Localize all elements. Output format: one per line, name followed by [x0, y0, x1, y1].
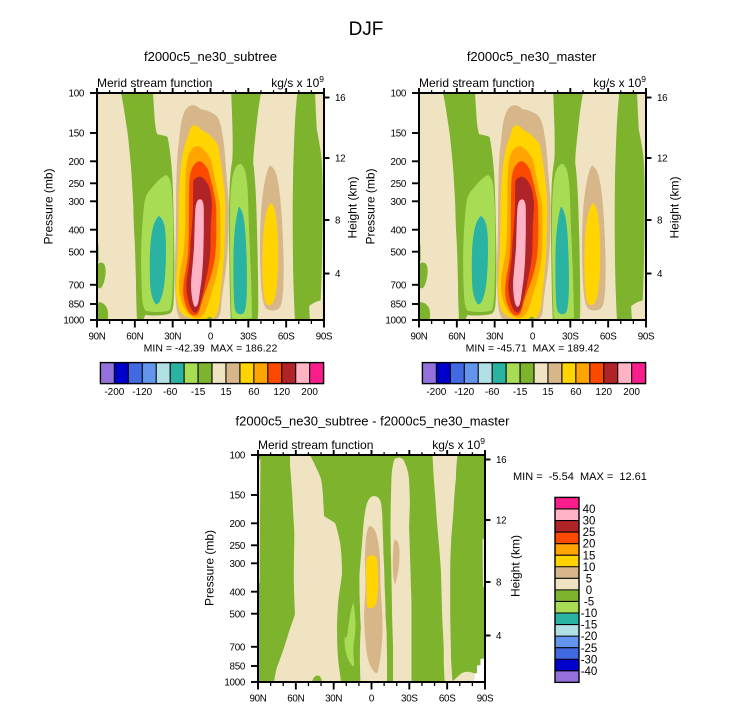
- svg-text:5: 5: [586, 573, 592, 585]
- svg-text:20: 20: [583, 539, 596, 551]
- svg-text:MIN = -45.71 MAX = 189.42: MIN = -45.71 MAX = 189.42: [466, 343, 600, 355]
- svg-text:Height (km): Height (km): [668, 176, 682, 238]
- svg-text:-40: -40: [581, 666, 598, 678]
- svg-text:kg/s x 109: kg/s x 109: [593, 74, 646, 90]
- svg-text:30: 30: [583, 516, 596, 528]
- svg-text:Pressure (mb): Pressure (mb): [203, 530, 217, 606]
- svg-text:MIN = -5.54 MAX = 12.61: MIN = -5.54 MAX = 12.61: [513, 471, 647, 483]
- svg-text:10: 10: [583, 562, 596, 574]
- svg-text:MIN = -42.39 MAX = 186.22: MIN = -42.39 MAX = 186.22: [144, 343, 278, 355]
- svg-text:Height (km): Height (km): [509, 535, 523, 597]
- svg-text:DJF: DJF: [349, 19, 384, 40]
- svg-text:Height (km): Height (km): [346, 176, 360, 238]
- svg-text:-10: -10: [581, 608, 598, 620]
- svg-text:25: 25: [583, 527, 596, 539]
- svg-text:-20: -20: [581, 631, 598, 643]
- svg-text:Pressure (mb): Pressure (mb): [364, 168, 378, 244]
- svg-text:f2000c5_ne30_subtree: f2000c5_ne30_subtree: [144, 49, 277, 64]
- svg-text:-5: -5: [584, 597, 594, 609]
- svg-text:-15: -15: [581, 620, 598, 632]
- svg-text:Merid stream function: Merid stream function: [97, 76, 212, 90]
- svg-text:kg/s x 109: kg/s x 109: [271, 74, 324, 90]
- svg-text:Merid stream function: Merid stream function: [419, 76, 534, 90]
- svg-text:f2000c5_ne30_subtree - f2000c5: f2000c5_ne30_subtree - f2000c5_ne30_mast…: [236, 414, 511, 429]
- svg-text:-25: -25: [581, 643, 598, 655]
- svg-text:Merid stream function: Merid stream function: [258, 438, 373, 452]
- svg-text:kg/s x 109: kg/s x 109: [432, 436, 485, 452]
- svg-text:f2000c5_ne30_master: f2000c5_ne30_master: [467, 49, 597, 64]
- svg-text:15: 15: [583, 550, 596, 562]
- svg-text:0: 0: [586, 585, 592, 597]
- svg-text:40: 40: [583, 504, 596, 516]
- svg-text:Pressure (mb): Pressure (mb): [42, 168, 56, 244]
- svg-text:-30: -30: [581, 654, 598, 666]
